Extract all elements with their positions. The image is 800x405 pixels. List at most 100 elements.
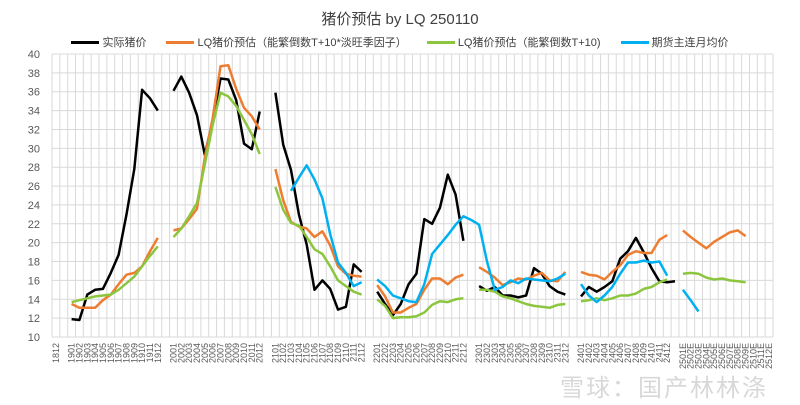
x-tick-label: 2107	[317, 343, 327, 363]
x-tick-label: 1905	[98, 343, 108, 363]
x-tick-label: 2510E	[748, 343, 758, 369]
y-tick-label: 32	[28, 124, 40, 136]
legend-label: 实际猪价	[102, 37, 147, 49]
x-tick-label: 1908	[121, 343, 131, 363]
x-tick-label: 2411	[654, 343, 664, 362]
x-tick-label: 2302	[482, 343, 492, 363]
x-tick-label: 2212	[458, 343, 468, 363]
legend-item-actual: 实际猪价	[71, 34, 146, 50]
x-tick-label: 2310	[545, 343, 555, 363]
x-tick-label: 1909	[129, 343, 139, 363]
x-tick-label: 2007	[215, 343, 225, 363]
legend-item-lq: LQ猪价预估（能繁倒数T+10)	[426, 34, 601, 50]
series-line	[289, 164, 363, 288]
watermark: 雪球：国产林林涤	[560, 375, 768, 402]
x-tick-label: 2312	[560, 343, 570, 363]
series-line	[681, 289, 700, 313]
legend-swatch-green	[426, 40, 455, 44]
x-tick-label: 1906	[106, 343, 116, 363]
x-tick-label: 2409	[639, 343, 649, 363]
x-tick-label: 2304	[498, 343, 508, 363]
x-tick-label: 2308	[529, 343, 539, 363]
x-tick-label: 2206	[411, 343, 421, 363]
x-tick-label: 2009	[231, 343, 241, 363]
x-tick-label: 2410	[647, 343, 657, 363]
x-tick-label: 2003	[184, 343, 194, 363]
x-tick-label: 2002	[176, 343, 186, 363]
x-tick-label: 2101	[270, 343, 280, 363]
chart-title: 猪价预估 by LQ 250110	[321, 11, 479, 28]
series-line	[580, 278, 668, 303]
chart-legend: 实际猪价 LQ猪价预估（能繁倒数T+10*淡旺季因子） LQ猪价预估（能繁倒数T…	[0, 34, 800, 50]
x-tick-label: 2511E	[756, 343, 766, 368]
x-tick-label: 2203	[388, 343, 398, 363]
x-tick-label: 2507E	[725, 343, 735, 369]
x-tick-label: 2504E	[701, 343, 711, 369]
legend-item-lq-seasonal: LQ猪价预估（能繁倒数T+10*淡旺季因子）	[166, 34, 407, 50]
series-line	[172, 91, 261, 238]
series-line	[376, 173, 465, 317]
legend-label: LQ猪价预估（能繁倒数T+10*淡旺季因子）	[197, 37, 407, 49]
legend-item-futures: 期货主连月均价	[620, 34, 729, 50]
x-tick-label: 2403	[592, 343, 602, 363]
chart-grid	[51, 53, 774, 338]
x-tick-label: 1812	[51, 343, 61, 363]
y-tick-label: 24	[28, 200, 40, 212]
x-tick-label: 1903	[82, 343, 92, 363]
x-tick-label: 2108	[325, 343, 335, 363]
x-tick-label: 1911	[145, 343, 155, 362]
x-tick-label: 1901	[67, 343, 77, 363]
y-tick-label: 26	[28, 181, 40, 193]
x-tick-label: 1907	[114, 343, 124, 363]
series-line	[274, 92, 363, 311]
x-tick-label: 2301	[474, 343, 484, 363]
x-tick-label: 2309	[537, 343, 547, 363]
x-tick-label: 1912	[153, 343, 163, 363]
x-tick-label: 2110	[341, 343, 351, 362]
series-line	[376, 215, 566, 304]
legend-swatch-orange	[166, 40, 195, 44]
series-line	[173, 64, 261, 232]
legend-label: LQ猪价预估（能繁倒数T+10)	[457, 37, 601, 49]
series-line	[376, 273, 464, 314]
x-tick-label: 2204	[396, 343, 406, 363]
chart-series	[71, 64, 747, 322]
x-tick-label: 2512E	[764, 343, 774, 369]
x-tick-label: 2205	[404, 343, 414, 363]
x-tick-label: 2103	[286, 343, 296, 363]
series-line	[682, 229, 747, 250]
x-tick-label: 2210	[443, 343, 453, 363]
y-tick-label: 10	[28, 332, 40, 344]
x-tick-label: 2508E	[733, 343, 743, 369]
y-tick-label: 20	[28, 238, 40, 250]
y-tick-label: 30	[28, 143, 40, 155]
x-tick-label: 2506E	[717, 343, 727, 369]
x-tick-label: 2006	[208, 343, 218, 363]
x-tick-label: 1902	[74, 343, 84, 363]
x-tick-label: 2109	[333, 343, 343, 363]
x-tick-label: 2207	[419, 343, 429, 363]
x-tick-label: 2104	[294, 343, 304, 363]
x-tick-label: 2008	[223, 343, 233, 363]
y-axis: 10 12 14 16 18 20 22 24 26 28 30 32 34 36 38 40	[28, 49, 40, 344]
series-line	[274, 186, 363, 296]
y-tick-label: 14	[28, 294, 40, 306]
x-tick-label: 2407	[623, 343, 633, 363]
y-tick-label: 16	[28, 275, 40, 287]
x-tick-label: 2111	[349, 343, 359, 362]
y-tick-label: 28	[28, 162, 40, 174]
x-tick-label: 2405	[607, 343, 617, 363]
x-tick-label: 2406	[615, 343, 625, 363]
x-tick-label: 2307	[521, 343, 531, 363]
x-tick-label: 2005	[200, 343, 210, 363]
y-tick-label: 22	[28, 219, 40, 231]
series-line	[682, 271, 746, 284]
y-tick-label: 18	[28, 257, 40, 269]
x-tick-label: 2306	[513, 343, 523, 363]
x-tick-label: 2001	[168, 343, 178, 363]
x-tick-label: 2102	[278, 343, 288, 363]
x-tick-label: 2404	[600, 343, 610, 363]
x-tick-label: 1910	[137, 343, 147, 363]
x-tick-label: 2503E	[694, 343, 704, 369]
